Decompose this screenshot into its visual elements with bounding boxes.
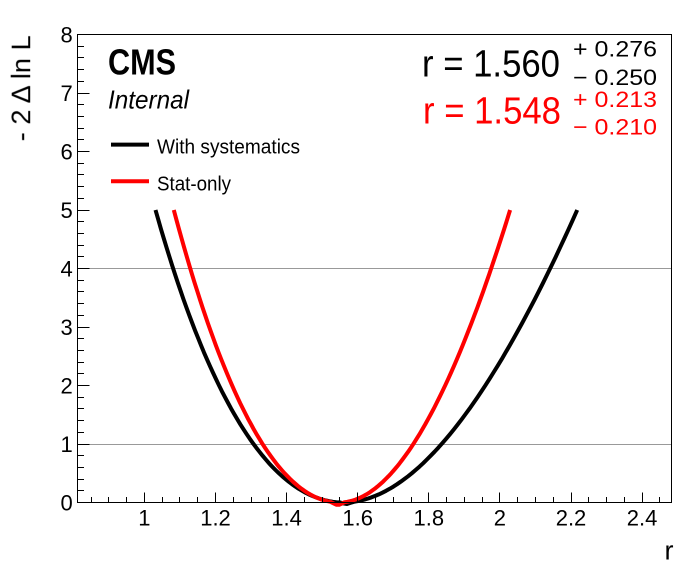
svg-text:− 0.250: − 0.250	[573, 65, 657, 90]
svg-text:1.8: 1.8	[414, 505, 445, 530]
svg-text:CMS: CMS	[108, 42, 176, 83]
svg-text:- 2 Δ ln L: - 2 Δ ln L	[6, 35, 36, 141]
svg-text:6: 6	[61, 139, 73, 164]
svg-text:1.2: 1.2	[200, 505, 231, 530]
svg-text:+ 0.276: + 0.276	[573, 36, 657, 61]
svg-text:7: 7	[61, 81, 73, 106]
svg-text:1: 1	[61, 432, 73, 457]
svg-text:8: 8	[61, 22, 73, 47]
svg-text:4: 4	[61, 256, 73, 281]
svg-text:2.4: 2.4	[627, 505, 658, 530]
svg-text:Internal: Internal	[108, 85, 190, 115]
svg-text:+ 0.213: + 0.213	[573, 87, 657, 112]
svg-text:5: 5	[61, 198, 73, 223]
svg-text:r = 1.560: r = 1.560	[422, 43, 560, 85]
svg-text:r: r	[665, 536, 674, 566]
svg-text:With systematics: With systematics	[157, 137, 300, 159]
svg-text:r = 1.548: r = 1.548	[423, 91, 561, 133]
svg-text:2.2: 2.2	[556, 505, 587, 530]
svg-text:3: 3	[61, 315, 73, 340]
svg-text:0: 0	[61, 490, 73, 515]
svg-text:1: 1	[138, 505, 150, 530]
svg-text:1.4: 1.4	[271, 505, 302, 530]
svg-text:− 0.210: − 0.210	[573, 115, 657, 140]
svg-text:1.6: 1.6	[342, 505, 373, 530]
svg-text:2: 2	[61, 373, 73, 398]
svg-text:Stat-only: Stat-only	[157, 173, 231, 195]
svg-text:2: 2	[494, 505, 506, 530]
